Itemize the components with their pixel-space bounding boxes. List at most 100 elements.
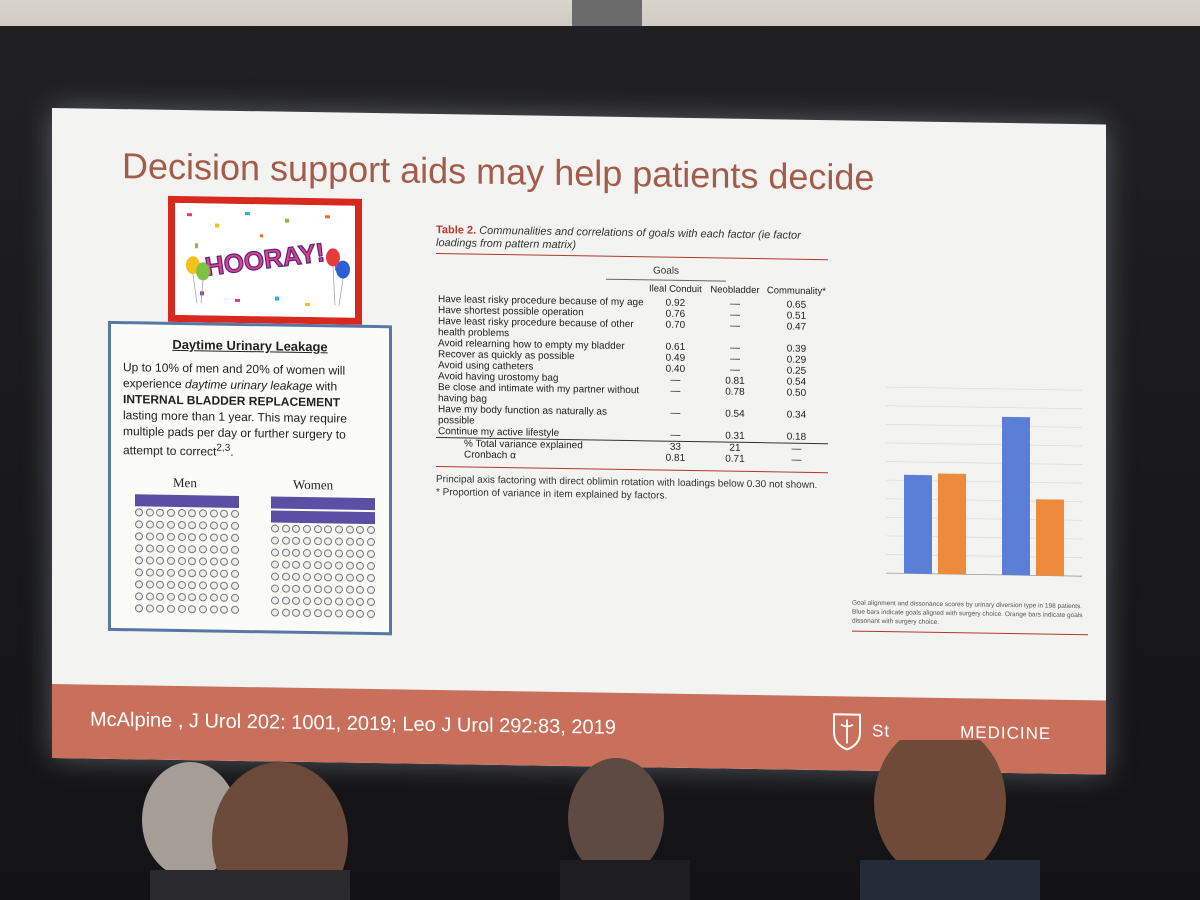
face-icon xyxy=(313,585,322,594)
goals-table-section: Table 2. Communalities and correlations … xyxy=(436,224,828,505)
col-communality: Communality* xyxy=(766,285,826,298)
leakage-text-italic: daytime urinary leakage xyxy=(185,377,313,394)
face-icon xyxy=(220,521,229,530)
face-icon xyxy=(281,572,290,581)
leakage-info-box: Daytime Urinary Leakage Up to 10% of men… xyxy=(108,320,392,636)
face-icon xyxy=(356,537,365,546)
face-icon xyxy=(177,520,186,530)
face-icon xyxy=(166,604,175,613)
face-icon xyxy=(302,572,311,582)
face-icon xyxy=(198,605,207,614)
cell-communality: — xyxy=(791,454,802,466)
face-icon xyxy=(324,525,333,534)
affected-row xyxy=(135,494,239,508)
face-icon xyxy=(356,609,365,618)
unaffected-row xyxy=(135,508,239,520)
unaffected-row xyxy=(271,572,375,584)
gridline xyxy=(886,386,1082,391)
face-icon xyxy=(334,525,343,534)
face-icon xyxy=(166,508,175,517)
cell-communality: — xyxy=(764,442,828,456)
face-icon xyxy=(188,533,197,542)
face-icon xyxy=(345,561,354,570)
face-icon xyxy=(334,597,343,606)
unaffected-row xyxy=(271,548,375,560)
face-icon xyxy=(345,597,354,606)
face-icon xyxy=(302,608,311,618)
logo-occluded-gap xyxy=(890,737,960,738)
face-icon xyxy=(324,537,333,546)
face-icon xyxy=(366,561,375,571)
women-pictograph xyxy=(271,496,375,622)
face-icon xyxy=(292,536,301,545)
face-icon xyxy=(209,545,218,554)
face-icon xyxy=(209,533,218,542)
face-icon xyxy=(177,544,186,554)
cell-neobladder: 0.54 xyxy=(725,408,745,420)
unaffected-row xyxy=(135,520,239,532)
face-icon xyxy=(135,556,143,565)
face-icon xyxy=(198,521,207,530)
face-icon xyxy=(271,608,279,617)
face-icon xyxy=(156,568,165,577)
unaffected-row xyxy=(135,580,239,592)
face-icon xyxy=(313,537,322,546)
unaffected-row xyxy=(135,592,239,604)
face-icon xyxy=(313,525,322,534)
audience-heads xyxy=(142,740,1040,900)
bar-chart-svg xyxy=(886,386,1082,577)
face-icon xyxy=(302,596,311,606)
face-icon xyxy=(334,573,343,582)
cell-ileal-conduit: 0.81 xyxy=(665,452,686,464)
face-icon xyxy=(356,585,365,594)
face-icon xyxy=(198,569,207,578)
face-icon xyxy=(281,524,290,533)
cell-neobladder: 0.78 xyxy=(725,386,745,398)
face-icon xyxy=(324,609,333,618)
face-icon xyxy=(156,556,165,565)
face-icon xyxy=(271,548,279,557)
gridline xyxy=(886,461,1082,465)
face-icon xyxy=(271,536,279,545)
face-icon xyxy=(135,544,143,553)
face-icon xyxy=(345,609,354,618)
face-icon xyxy=(135,520,143,529)
table-caption-text: Communalities and correlations of goals … xyxy=(436,224,801,252)
face-icon xyxy=(302,524,311,534)
cell-ileal-conduit: — xyxy=(670,385,681,397)
cell-communality: 0.34 xyxy=(786,409,807,421)
face-icon xyxy=(166,544,175,553)
bar-aligned-0 xyxy=(904,474,932,574)
face-icon xyxy=(230,509,239,518)
face-icon xyxy=(366,549,375,559)
face-icon xyxy=(230,557,239,566)
face-icon xyxy=(292,572,301,581)
face-icon xyxy=(220,593,229,602)
cell-neobladder: — xyxy=(729,320,740,332)
face-icon xyxy=(271,560,279,569)
cell-neobladder: 21 xyxy=(705,441,765,455)
goals-table: Ileal Conduit Neobladder Communality* Ha… xyxy=(436,277,828,466)
face-icon xyxy=(302,536,311,546)
cell-ileal-conduit: — xyxy=(670,429,681,441)
face-icon xyxy=(292,596,301,605)
face-icon xyxy=(345,549,354,558)
leakage-citation: 2,3 xyxy=(216,442,231,454)
face-icon xyxy=(292,548,301,557)
table-bottom-rule xyxy=(436,466,828,474)
face-icon xyxy=(356,525,365,534)
audience-member-right xyxy=(860,740,1040,900)
face-icon xyxy=(145,604,154,613)
face-icon xyxy=(145,544,154,553)
face-icon xyxy=(188,569,197,578)
face-icon xyxy=(166,556,175,565)
face-icon xyxy=(313,573,322,582)
face-icon xyxy=(220,509,229,518)
face-icon xyxy=(135,532,143,541)
face-icon xyxy=(209,593,218,602)
face-icon xyxy=(281,596,290,605)
face-icon xyxy=(292,608,301,617)
unaffected-row xyxy=(135,556,239,568)
face-icon xyxy=(177,604,186,614)
face-icon xyxy=(188,521,197,530)
